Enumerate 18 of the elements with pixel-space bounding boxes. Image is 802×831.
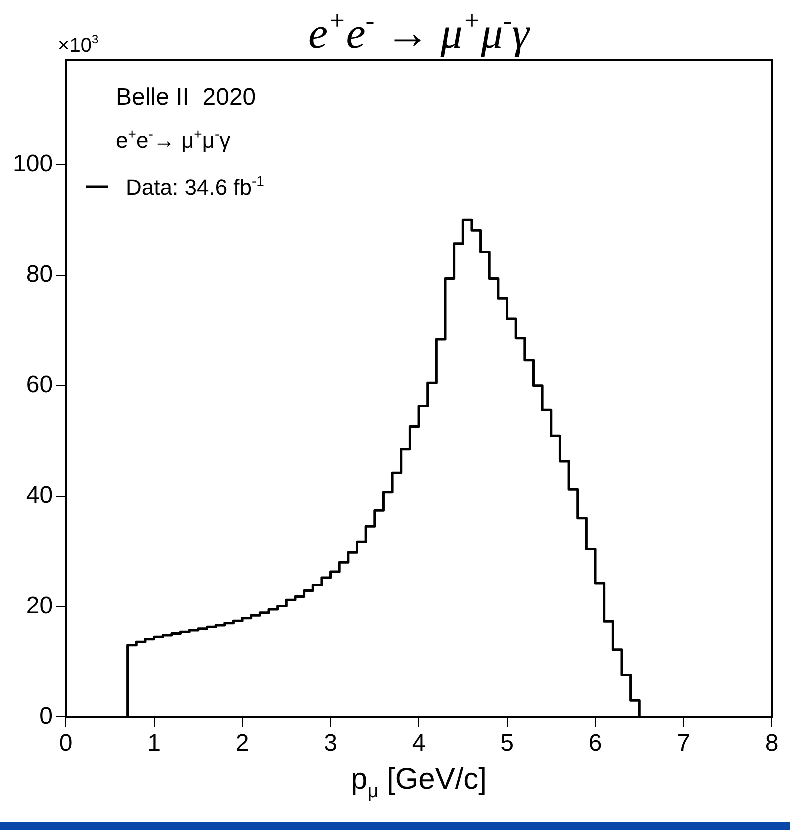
annotation: Belle II 2020 xyxy=(116,84,256,111)
x-tick-label: 8 xyxy=(765,730,779,758)
y-tick-label: 100 xyxy=(12,150,54,178)
y-tick-label: 0 xyxy=(40,702,54,730)
x-tick-label: 3 xyxy=(324,730,338,758)
x-tick-label: 1 xyxy=(148,730,161,758)
x-tick-label: 7 xyxy=(677,730,690,758)
text: e+e-→ μ+μ-γ xyxy=(116,126,231,153)
y-tick-label: 20 xyxy=(26,592,54,620)
y-tick-label: 80 xyxy=(26,261,54,288)
x-tick-label: 5 xyxy=(500,730,514,758)
chart-title: e+e- → μ+μ-γ xyxy=(308,6,530,58)
x-tick-label: 0 xyxy=(59,730,73,758)
y-tick-label: 40 xyxy=(26,482,54,509)
y-tick-label: 60 xyxy=(26,371,54,398)
x-tick-label: 2 xyxy=(236,730,250,758)
x-tick-label: 6 xyxy=(588,730,602,758)
x-tick-label: 4 xyxy=(412,730,426,758)
